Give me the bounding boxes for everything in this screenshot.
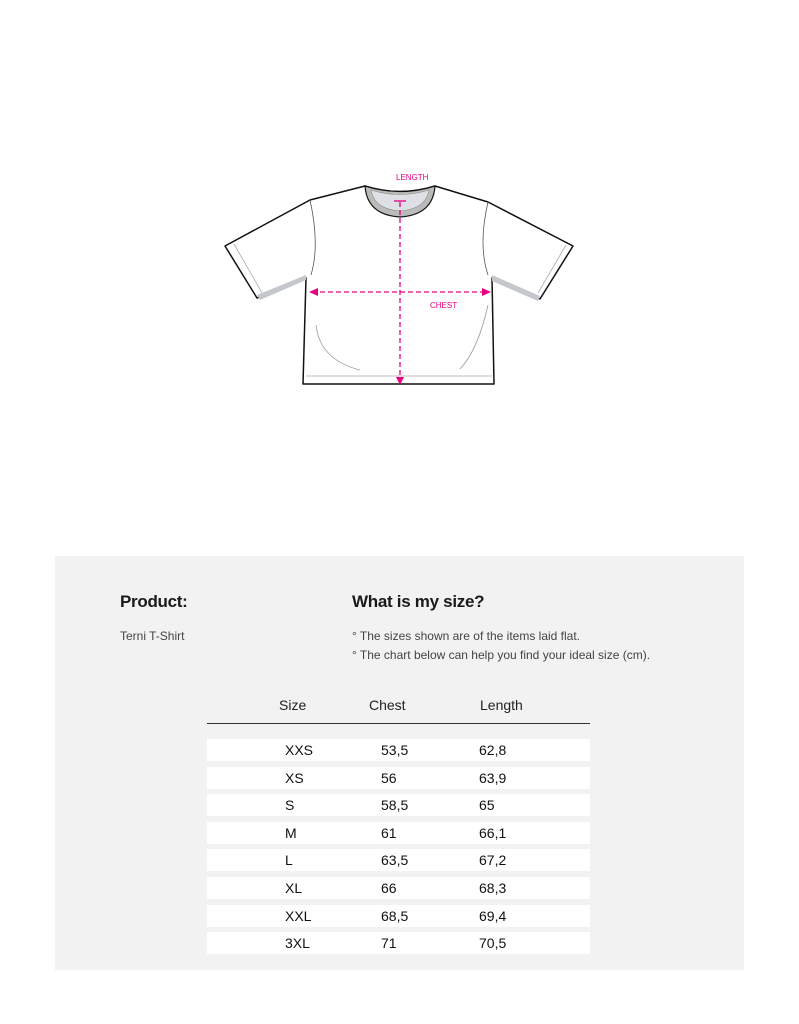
tshirt-measurement-diagram: LENGTH CHEST bbox=[224, 173, 574, 385]
cell-length: 65 bbox=[479, 797, 495, 814]
cell-length: 68,3 bbox=[479, 880, 507, 896]
cell-size: 3XL bbox=[285, 935, 310, 952]
product-name: Terni T-Shirt bbox=[120, 629, 185, 643]
table-row: L 63,5 67,2 bbox=[207, 849, 590, 872]
size-note: ° The chart below can help you find your… bbox=[352, 648, 651, 662]
cell-length: 62,8 bbox=[479, 742, 507, 758]
cell-length: 70,5 bbox=[479, 935, 507, 952]
cell-size: XXL bbox=[285, 907, 312, 924]
cell-length: 67,2 bbox=[479, 852, 507, 869]
cell-size: XS bbox=[285, 769, 304, 786]
table-row: XS 56 63,9 bbox=[207, 766, 590, 789]
cell-size: XXS bbox=[285, 742, 314, 758]
cell-chest: 71 bbox=[381, 935, 397, 952]
cell-size: XL bbox=[285, 880, 303, 896]
cell-length: 69,4 bbox=[479, 907, 507, 924]
cell-size: S bbox=[285, 797, 295, 814]
header-size: Size bbox=[279, 697, 307, 713]
cell-chest: 53,5 bbox=[381, 742, 409, 758]
size-note: ° The sizes shown are of the items laid … bbox=[352, 629, 581, 643]
cell-chest: 58,5 bbox=[381, 797, 409, 814]
cell-length: 66,1 bbox=[479, 824, 507, 841]
length-label: LENGTH bbox=[396, 173, 429, 182]
table-row: XXS 53,5 62,8 bbox=[207, 739, 590, 761]
table-row: XXL 68,5 69,4 bbox=[207, 904, 590, 927]
cell-chest: 66 bbox=[381, 880, 397, 896]
cell-chest: 63,5 bbox=[381, 852, 409, 869]
cell-chest: 61 bbox=[381, 824, 397, 841]
table-row: XL 66 68,3 bbox=[207, 877, 590, 899]
table-row: S 58,5 65 bbox=[207, 794, 590, 817]
cell-length: 63,9 bbox=[479, 769, 507, 786]
product-heading: Product: bbox=[120, 592, 188, 611]
chest-label: CHEST bbox=[430, 301, 457, 310]
size-heading: What is my size? bbox=[352, 592, 485, 611]
cell-chest: 56 bbox=[381, 769, 397, 786]
header-chest: Chest bbox=[369, 697, 406, 713]
header-divider bbox=[207, 723, 590, 724]
cell-size: L bbox=[285, 852, 293, 869]
table-row: M 61 66,1 bbox=[207, 821, 590, 844]
header-length: Length bbox=[480, 697, 523, 713]
cell-size: M bbox=[285, 824, 297, 841]
cell-chest: 68,5 bbox=[381, 907, 409, 924]
table-row: 3XL 71 70,5 bbox=[207, 932, 590, 955]
size-guide-panel: Product: Terni T-Shirt What is my size? … bbox=[55, 556, 744, 970]
